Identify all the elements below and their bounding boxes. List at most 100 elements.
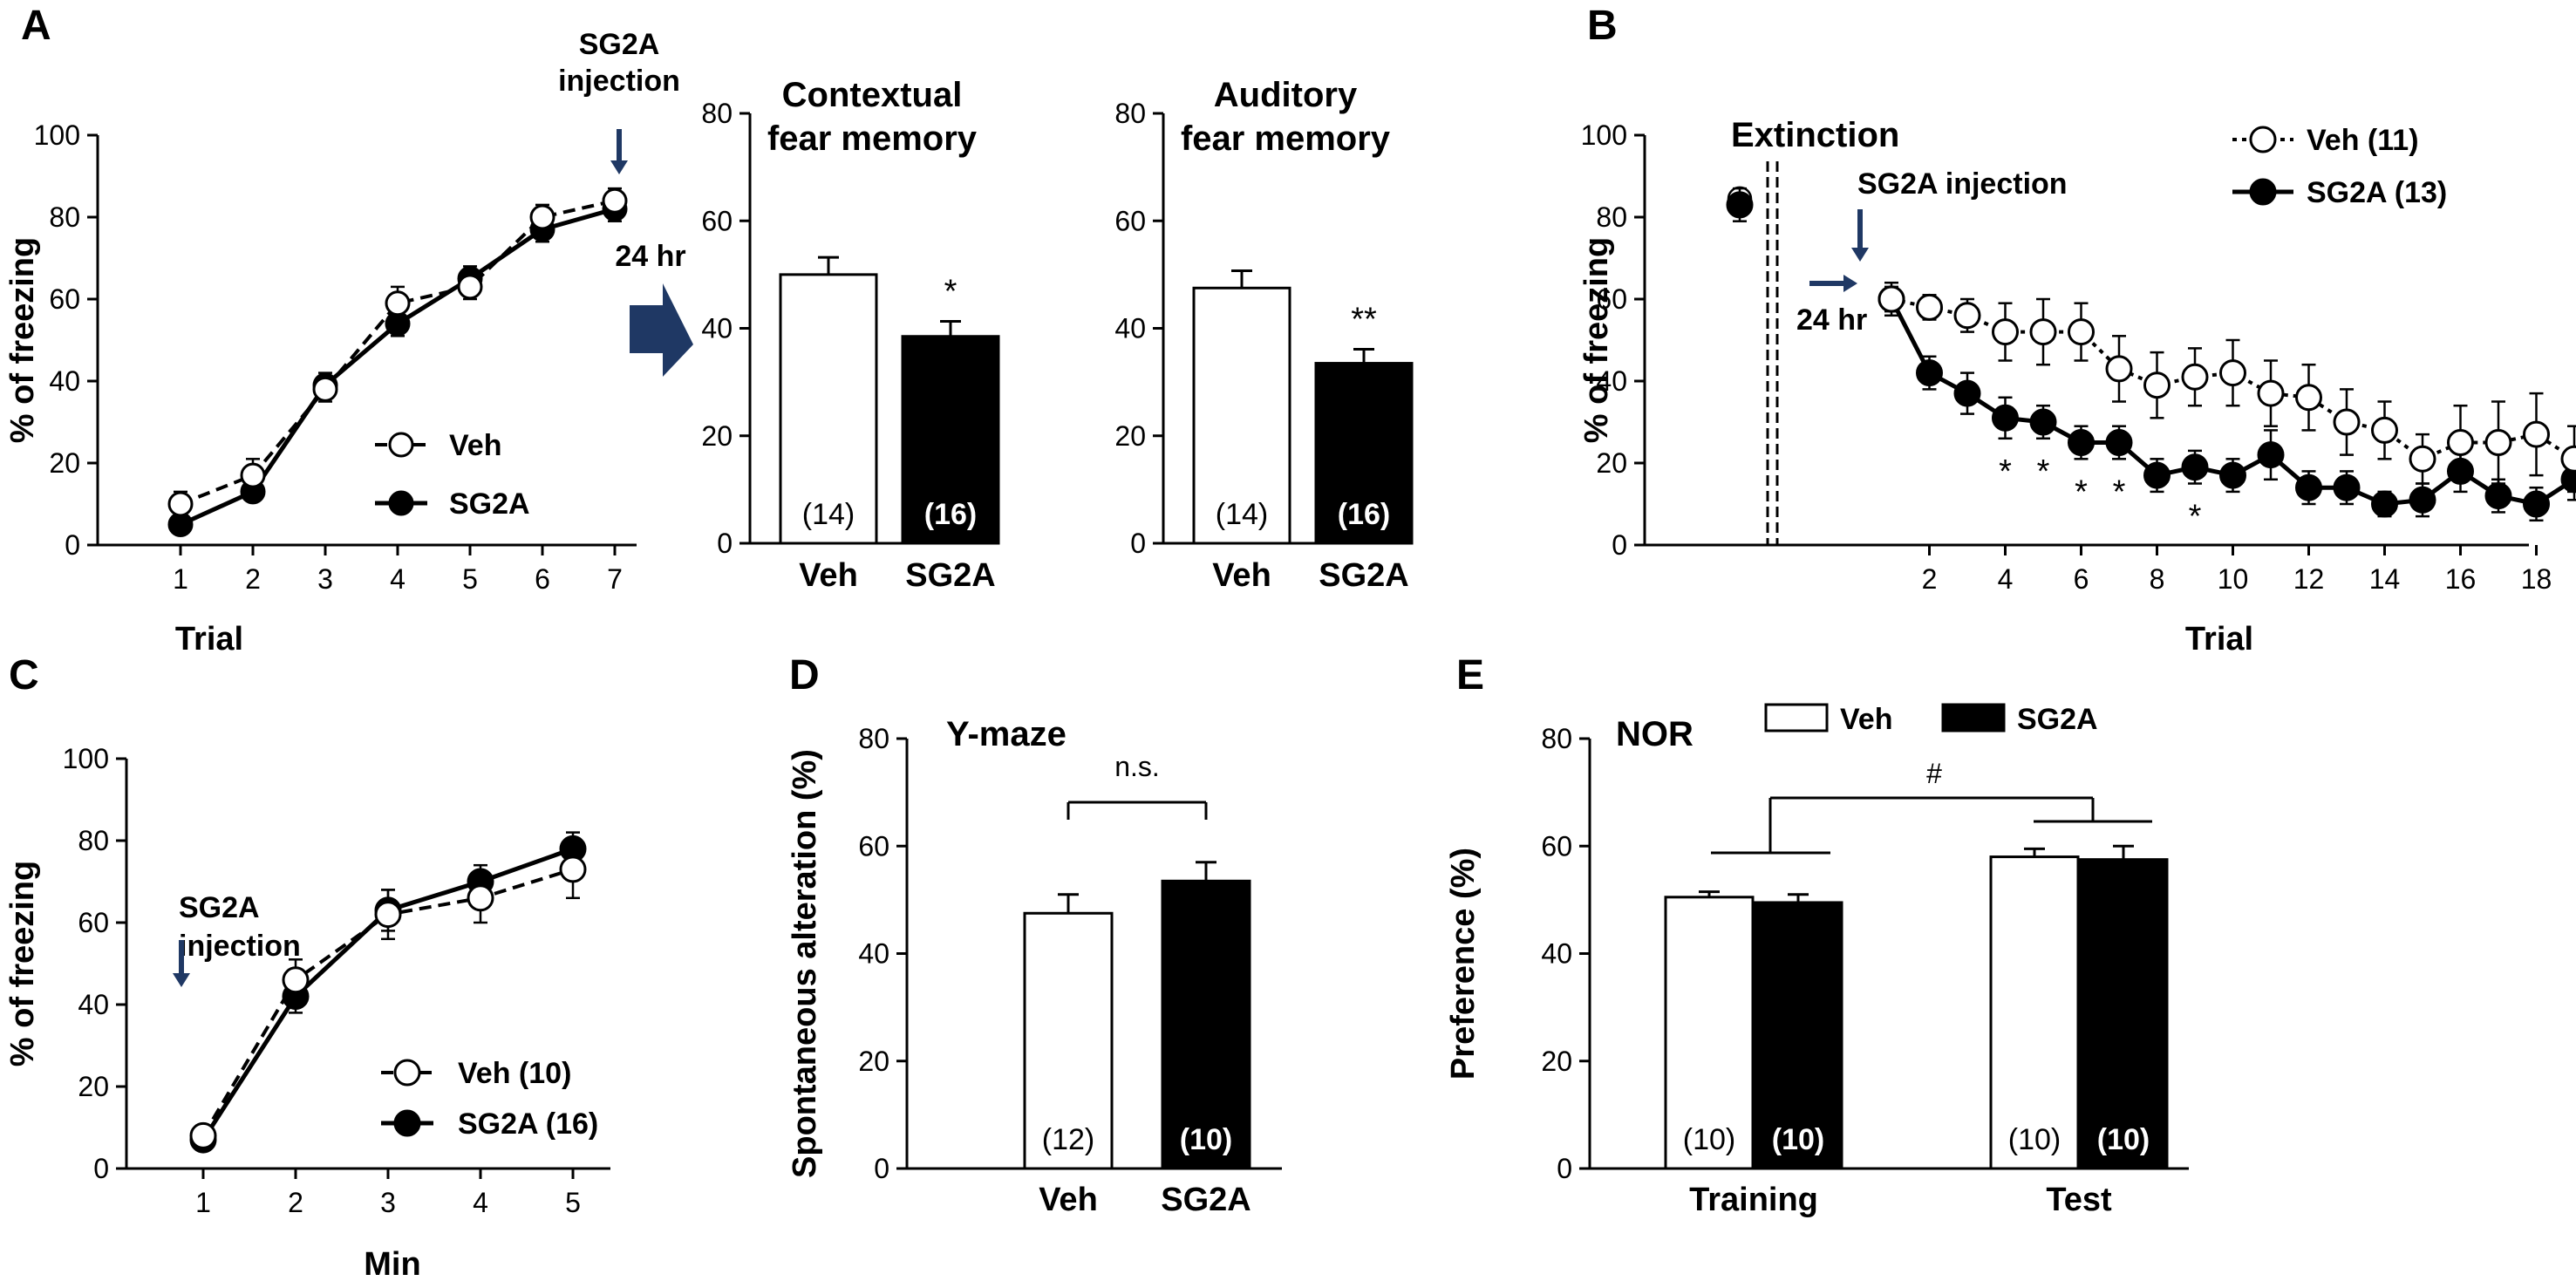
c-injection-label: SG2A [179, 891, 260, 924]
B-x-tick-label: 8 [2150, 563, 2165, 595]
A2-category-label: Veh [799, 557, 858, 594]
C-y-tick-label: 40 [78, 989, 109, 1020]
A2-bar-veh [779, 273, 878, 545]
A3-y-tick-label: 80 [1114, 98, 1146, 129]
B-point-sg2a [2105, 429, 2133, 456]
C-x-tick-label: 5 [565, 1187, 581, 1218]
E-y-tick-label: 20 [1541, 1046, 1572, 1077]
b-legend-sg2a-label: SG2A (13) [2307, 176, 2447, 209]
B-point-veh [1877, 285, 1905, 313]
B-y-tick-label: 40 [1596, 365, 1627, 397]
B-point-veh [2029, 318, 2057, 346]
B-point-sg2a [2484, 482, 2512, 510]
B-point-sg2a [1916, 359, 1943, 387]
D-y-tick-label: 60 [858, 830, 889, 862]
B-point-sg2a [2295, 474, 2322, 501]
B-point-veh [2105, 355, 2133, 383]
E-y-tick-label: 60 [1541, 830, 1572, 862]
b-injection-arrow [1851, 248, 1869, 262]
A3-bar-sg2a [1314, 362, 1414, 545]
A3-bar-sg2a-n-label: (16) [1338, 498, 1390, 531]
c-y-axis-label: % of freezing [4, 861, 41, 1066]
D-y-tick-label: 80 [858, 723, 889, 754]
C-point-veh [374, 901, 402, 929]
A3-title: Auditory [1214, 76, 1358, 114]
panel-label-e: E [1456, 652, 1484, 698]
d-category-label: SG2A [1161, 1182, 1251, 1218]
A1-x-tick-label: 3 [317, 563, 333, 595]
e-bar-test-veh-n-label: (10) [2008, 1123, 2061, 1156]
e-bar-training-sg2a-n-label: (10) [1772, 1123, 1824, 1156]
e-bar-training-veh-n-label: (10) [1683, 1123, 1735, 1156]
B-x-tick-label: 6 [2074, 563, 2089, 595]
e-bar-training-veh [1664, 896, 1755, 1170]
e-bar-test-veh [1989, 855, 2080, 1170]
C-x-tick-label: 3 [380, 1187, 396, 1218]
a-block-arrow [630, 283, 693, 377]
B-point-veh [2181, 363, 2209, 391]
B-x-tick-label: 4 [1998, 563, 2014, 595]
B-point-sg2a [2219, 461, 2246, 489]
legend-veh-label: Veh [449, 429, 501, 462]
legend-veh-marker [388, 432, 414, 458]
e-bar-test-sg2a [2078, 858, 2169, 1170]
B-point-sg2a [2029, 408, 2057, 436]
B-point-veh [2484, 429, 2512, 456]
panel-label-b: B [1587, 3, 1618, 49]
A2-y-tick-label: 0 [717, 528, 733, 559]
A1-x-tick-label: 5 [462, 563, 478, 595]
e-category-label: Training [1689, 1182, 1818, 1218]
B-x-tick-label: 16 [2445, 563, 2477, 595]
d-ns-label: n.s. [1114, 751, 1160, 782]
c-x-axis-label: Min [364, 1246, 420, 1281]
panel-label-c: C [9, 652, 39, 698]
d-bar-sg2a [1161, 879, 1251, 1170]
b-significance-mark: * [2075, 474, 2088, 510]
B-point-veh [2447, 429, 2474, 456]
A1-x-tick-label: 4 [390, 563, 405, 595]
B-point-veh [2219, 359, 2246, 387]
b-legend-veh-marker [2249, 126, 2277, 153]
B-x-tick-label: 10 [2218, 563, 2249, 595]
c-legend-sg2a-label: SG2A (16) [458, 1107, 598, 1141]
A1-y-tick-label: 40 [49, 365, 80, 397]
annotation-label: injection [558, 65, 680, 98]
b-baseline-point-veh [1727, 186, 1753, 212]
B-point-veh [2295, 384, 2322, 412]
panel-label-a: A [21, 3, 51, 49]
E-y-tick-label: 80 [1541, 723, 1572, 754]
x-axis-label: Trial [175, 621, 243, 658]
C-y-tick-label: 20 [78, 1071, 109, 1102]
A1-point-veh [167, 491, 194, 517]
e-y-axis-label: Preference (%) [1445, 848, 1482, 1080]
A1-point-veh [312, 376, 338, 402]
A1-point-veh [602, 187, 628, 214]
B-point-veh [2409, 445, 2436, 473]
injection-arrow [610, 160, 628, 174]
D-y-tick-label: 40 [858, 938, 889, 970]
B-point-veh [1916, 293, 1943, 321]
b-baseline-point [1726, 191, 1754, 219]
C-y-tick-label: 0 [93, 1153, 109, 1184]
B-point-veh [2523, 420, 2550, 448]
A3-y-tick-label: 40 [1114, 313, 1146, 344]
A3-title: fear memory [1181, 119, 1391, 158]
d-title: Y-maze [946, 715, 1067, 753]
C-y-tick-label: 80 [78, 825, 109, 856]
A2-bar-sg2a-n-label: (16) [924, 498, 977, 531]
A1-point-veh [240, 462, 266, 488]
b-significance-mark: * [1999, 453, 2012, 490]
A3-category-label: SG2A [1319, 557, 1408, 594]
C-x-tick-label: 4 [473, 1187, 488, 1218]
A1-x-tick-label: 7 [607, 563, 623, 595]
B-x-tick-label: 18 [2521, 563, 2552, 595]
E-y-tick-label: 40 [1541, 938, 1572, 970]
C-point-veh [467, 884, 494, 912]
e-legend-sg2a-swatch [1941, 703, 2006, 732]
B-point-veh [2371, 416, 2398, 444]
d-bar-sg2a-n-label: (10) [1180, 1123, 1232, 1156]
B-y-tick-label: 80 [1596, 201, 1627, 233]
A1-series-line-veh [180, 199, 616, 506]
C-y-tick-label: 100 [63, 743, 109, 774]
